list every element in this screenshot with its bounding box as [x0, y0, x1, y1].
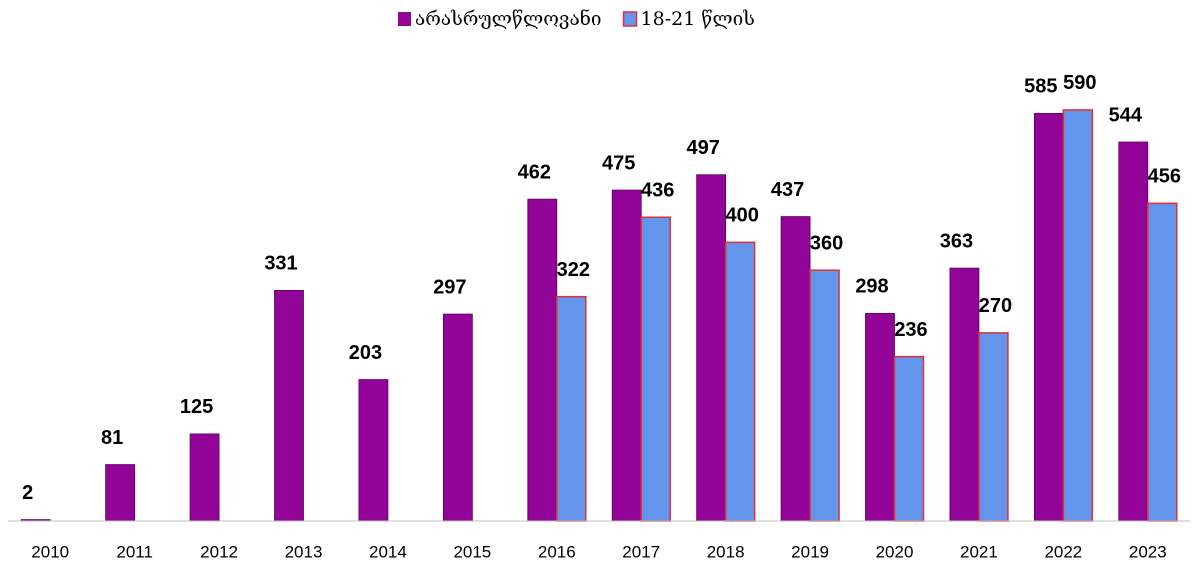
bar — [527, 198, 558, 522]
bar — [1147, 202, 1178, 522]
bar — [865, 312, 895, 522]
x-tick-label: 2019 — [791, 542, 829, 561]
x-tick-label: 2015 — [453, 542, 491, 561]
legend-swatch — [398, 12, 411, 26]
x-tick-label: 2010 — [31, 542, 69, 561]
data-label: 203 — [349, 342, 382, 364]
bar — [978, 332, 1009, 522]
data-label: 436 — [641, 180, 674, 202]
legend-label: არასრულწლოვანი — [415, 8, 602, 30]
data-label: 297 — [433, 276, 466, 298]
data-label: 270 — [979, 295, 1012, 317]
data-label: 456 — [1148, 166, 1181, 188]
x-tick-label: 2011 — [116, 542, 153, 561]
x-tick-label: 2012 — [200, 542, 238, 561]
bar — [640, 216, 671, 522]
data-label: 81 — [101, 427, 123, 449]
data-label: 331 — [264, 253, 297, 275]
x-tick-label: 2022 — [1044, 542, 1082, 561]
x-tick-label: 2023 — [1129, 542, 1167, 561]
bar — [1062, 109, 1094, 522]
legend-swatch — [622, 11, 638, 27]
data-label: 462 — [518, 161, 551, 183]
x-tick-label: 2021 — [960, 542, 998, 561]
data-label: 2 — [22, 482, 33, 504]
x-tick-label: 2014 — [369, 542, 407, 561]
bar — [105, 464, 136, 522]
x-tick-label: 2013 — [285, 542, 323, 561]
data-label: 497 — [686, 137, 719, 159]
bar — [724, 241, 756, 522]
data-label: 590 — [1063, 72, 1096, 94]
bar — [809, 269, 840, 522]
bar — [556, 295, 587, 522]
bar — [893, 355, 925, 522]
data-label: 298 — [855, 276, 888, 298]
bar — [1118, 141, 1149, 522]
bar — [611, 189, 642, 522]
data-label: 437 — [771, 179, 804, 201]
data-label: 360 — [810, 232, 843, 254]
bar — [949, 267, 980, 522]
data-label: 475 — [602, 152, 635, 174]
legend-label: 18-21 წლის — [641, 8, 755, 30]
x-tick-label: 2016 — [538, 542, 576, 561]
data-label: 363 — [940, 230, 973, 252]
data-label: 322 — [557, 259, 590, 281]
data-label: 125 — [180, 396, 213, 418]
data-label: 544 — [1109, 104, 1143, 126]
data-label: 400 — [725, 205, 758, 227]
x-tick-label: 2017 — [622, 542, 660, 561]
bar — [780, 216, 811, 522]
bar — [696, 174, 727, 522]
x-tick-label: 2020 — [876, 542, 914, 561]
bar — [442, 313, 473, 522]
bar — [358, 379, 389, 522]
bar — [189, 433, 220, 522]
data-label: 585 — [1024, 76, 1057, 98]
data-label: 236 — [894, 319, 927, 341]
bar — [1033, 113, 1064, 522]
bar — [274, 290, 304, 522]
x-tick-label: 2018 — [707, 542, 745, 561]
